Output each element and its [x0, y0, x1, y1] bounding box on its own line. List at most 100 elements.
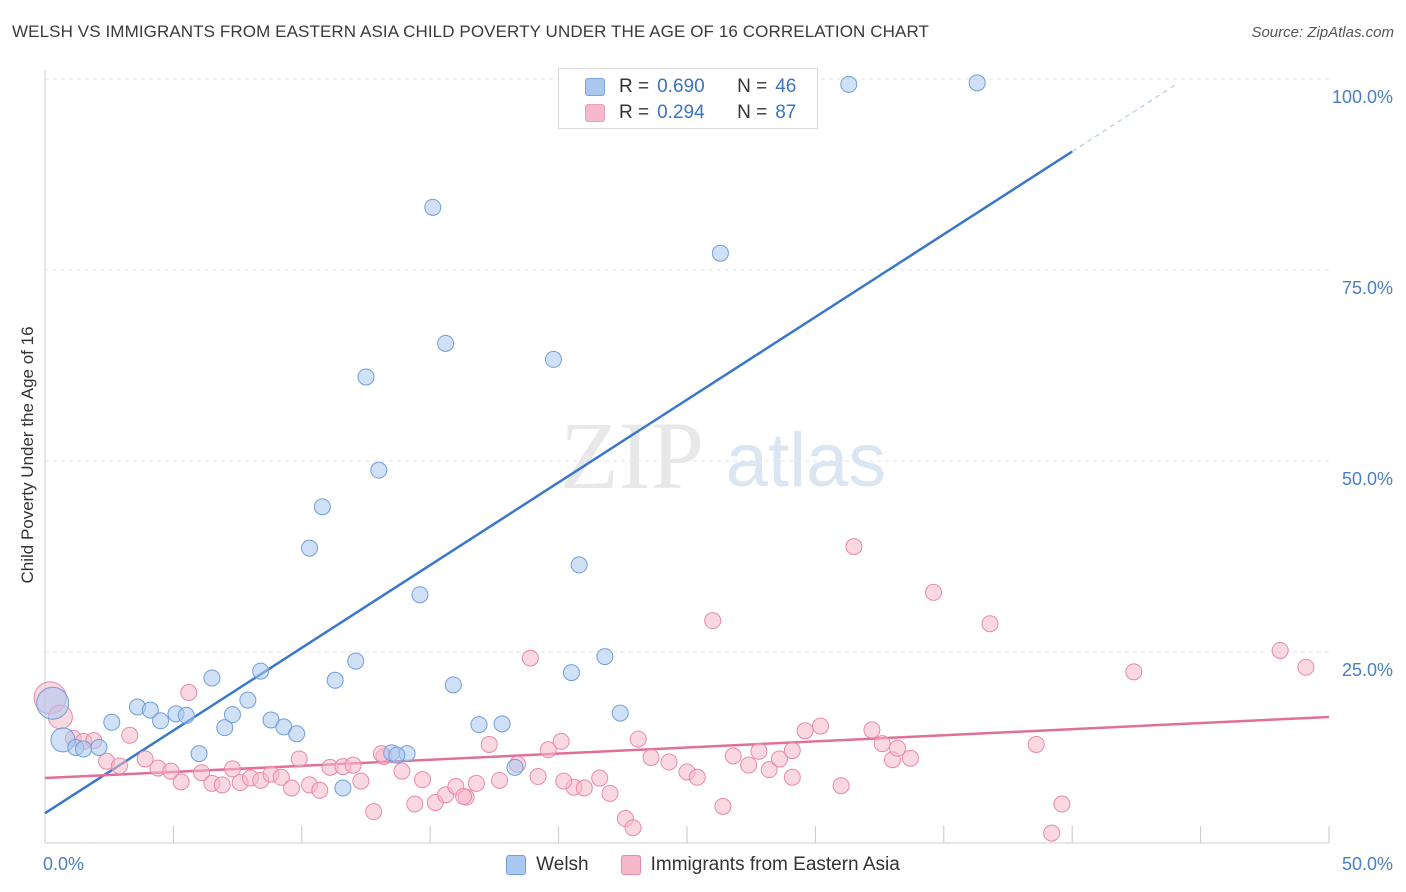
point-welsh [968, 74, 986, 92]
point-eastern-asia [1043, 824, 1061, 842]
point-eastern-asia [110, 757, 128, 775]
x-tick-label: 0.0% [43, 854, 84, 874]
legend-item-1: Immigrants from Eastern Asia [620, 854, 900, 876]
point-eastern-asia [272, 768, 290, 786]
point-eastern-asia [863, 721, 881, 739]
point-welsh [216, 719, 234, 737]
point-eastern-asia [1271, 641, 1289, 659]
watermark: ZIP atlas [560, 402, 886, 509]
point-eastern-asia [365, 803, 383, 821]
point-eastern-asia [783, 742, 801, 760]
point-welsh [36, 686, 70, 720]
point-welsh [711, 244, 729, 262]
point-eastern-asia [660, 753, 678, 771]
point-welsh [90, 739, 108, 756]
point-eastern-asia [1027, 735, 1045, 753]
stats-r-value: 0.294 [657, 102, 705, 123]
point-eastern-asia [642, 748, 660, 766]
point-welsh [103, 713, 121, 731]
point-eastern-asia [925, 583, 943, 601]
point-eastern-asia [704, 612, 722, 630]
point-welsh [596, 648, 614, 666]
point-eastern-asia [832, 777, 850, 795]
point-eastern-asia [575, 779, 593, 797]
point-eastern-asia [812, 717, 830, 735]
stats-n-label: N = [737, 76, 768, 97]
point-eastern-asia [714, 797, 732, 815]
point-welsh [313, 498, 331, 516]
point-eastern-asia [889, 739, 907, 757]
point-welsh [611, 704, 629, 722]
point-welsh [141, 701, 159, 719]
point-eastern-asia [783, 768, 801, 786]
point-welsh [357, 368, 375, 386]
point-welsh [411, 586, 429, 604]
point-welsh [544, 350, 562, 368]
point-eastern-asia [467, 774, 485, 792]
point-eastern-asia [873, 735, 891, 753]
point-eastern-asia [172, 773, 190, 791]
point-eastern-asia [491, 771, 509, 789]
point-eastern-asia [352, 772, 370, 790]
point-welsh [239, 691, 257, 709]
point-eastern-asia [601, 784, 619, 802]
point-welsh [223, 706, 241, 724]
point-eastern-asia [344, 756, 362, 774]
point-welsh [334, 779, 352, 797]
point-welsh [506, 758, 524, 776]
point-welsh [347, 652, 365, 670]
point-eastern-asia [413, 771, 431, 789]
point-eastern-asia [591, 769, 609, 787]
point-welsh [424, 198, 442, 216]
trend-lines [44, 84, 1330, 815]
point-eastern-asia [480, 735, 498, 753]
trend-line-1 [44, 715, 1330, 780]
watermark-zip: ZIP [560, 402, 704, 509]
point-eastern-asia [193, 764, 211, 782]
point-eastern-asia [136, 750, 154, 768]
point-welsh [75, 740, 93, 758]
legend-label: Immigrants from Eastern Asia [650, 854, 900, 875]
point-eastern-asia [521, 649, 539, 667]
y-tick-label: 50.0% [1342, 469, 1393, 489]
stats-r-value: 0.690 [657, 76, 705, 97]
point-eastern-asia [796, 722, 814, 740]
point-welsh [252, 662, 270, 680]
stats-n-value: 87 [775, 102, 797, 123]
point-welsh [177, 706, 195, 724]
stats-n-value: 46 [775, 76, 797, 97]
point-eastern-asia [629, 730, 647, 748]
point-eastern-asia [760, 761, 778, 779]
point-eastern-asia [290, 750, 308, 768]
point-eastern-asia [455, 787, 473, 805]
y-tick-label: 25.0% [1342, 660, 1393, 680]
point-eastern-asia [770, 750, 788, 768]
point-eastern-asia [552, 732, 570, 750]
point-welsh [840, 75, 858, 93]
legend-item-0: Welsh [506, 854, 589, 876]
stats-row-0: R = 0.690 N = 46 [585, 75, 796, 99]
point-eastern-asia [624, 819, 642, 837]
stats-row-1: R = 0.294 N = 87 [585, 101, 796, 125]
point-eastern-asia [283, 779, 301, 797]
point-eastern-asia [1125, 663, 1143, 681]
point-eastern-asia [901, 749, 919, 767]
legend-swatch [506, 855, 527, 875]
point-eastern-asia [180, 683, 198, 701]
point-welsh [326, 671, 344, 689]
trend-line-0 [44, 150, 1073, 815]
point-welsh [444, 676, 462, 694]
point-eastern-asia [724, 747, 742, 765]
point-eastern-asia [311, 781, 329, 799]
point-eastern-asia [539, 741, 557, 759]
trend-line-extension-0 [1071, 84, 1176, 153]
point-welsh [152, 712, 170, 730]
point-welsh [288, 725, 306, 743]
point-eastern-asia [740, 756, 758, 774]
point-welsh [203, 669, 221, 687]
point-eastern-asia [555, 772, 573, 790]
point-eastern-asia [981, 615, 999, 633]
point-welsh [301, 539, 319, 557]
point-eastern-asia [750, 742, 768, 760]
